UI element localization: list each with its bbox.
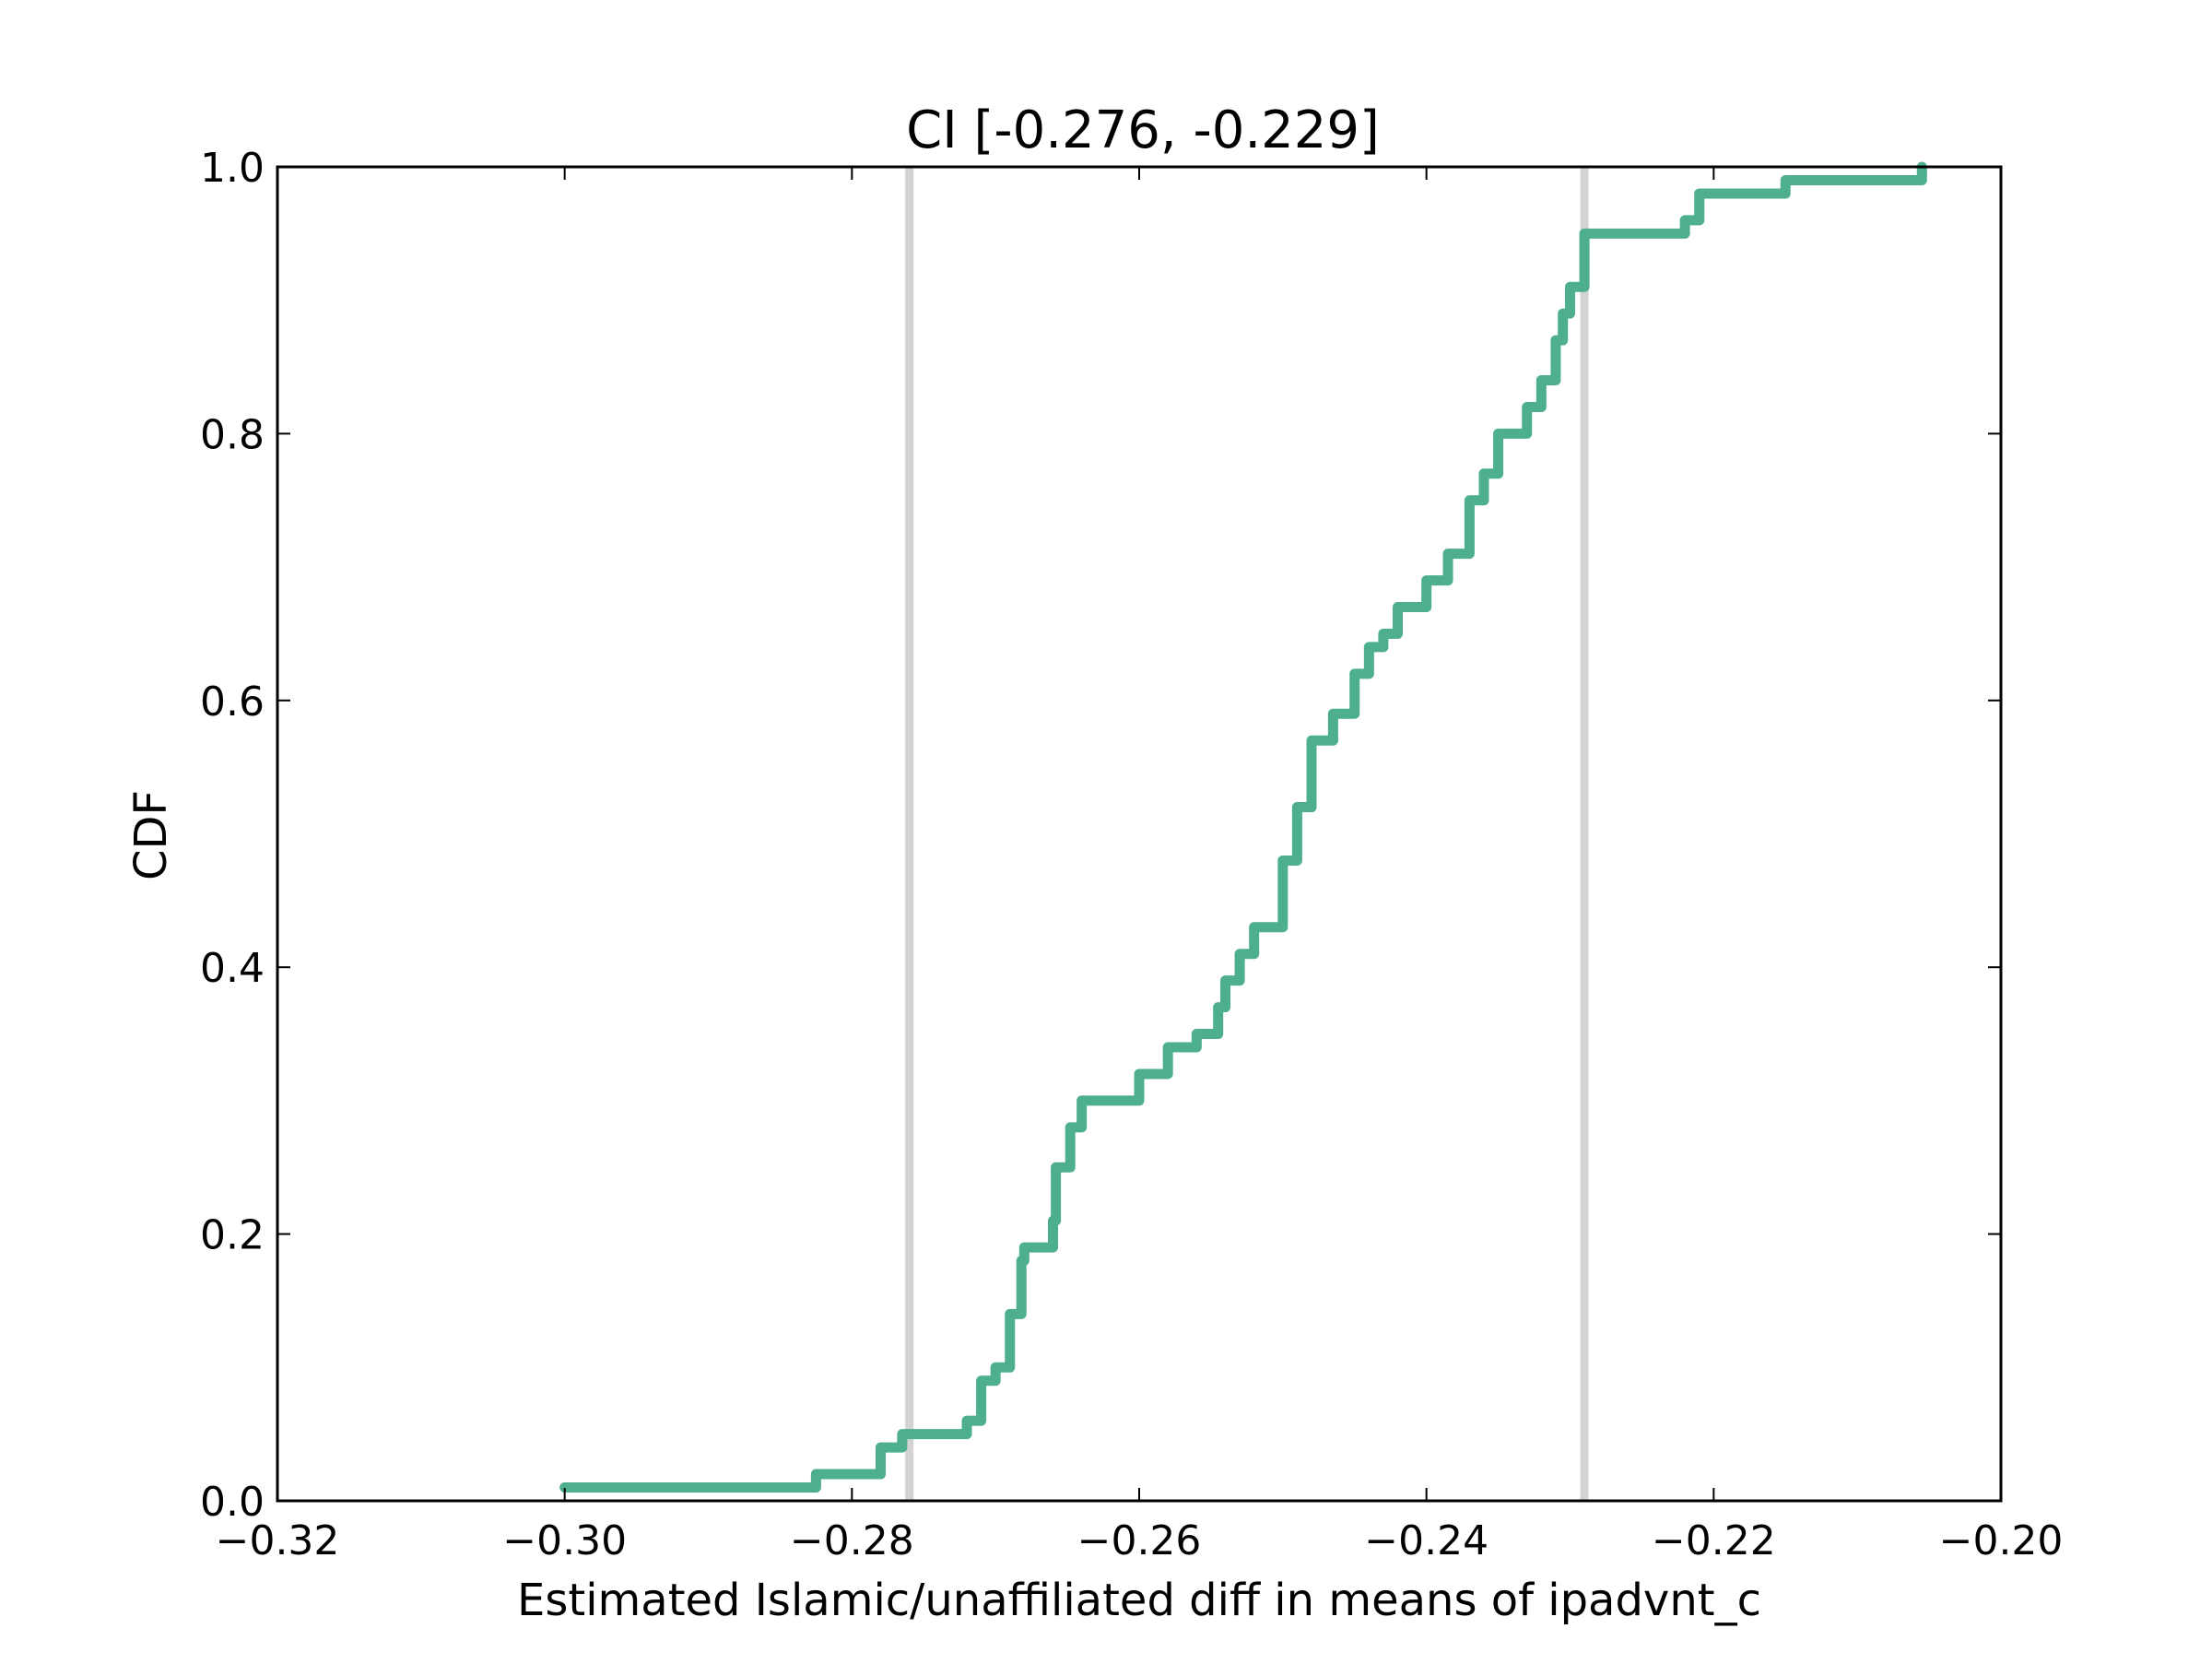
y-tick-label: 1.0: [200, 145, 265, 192]
x-tick-label: −0.24: [1364, 1517, 1488, 1564]
x-tick-label: −0.20: [1939, 1517, 2064, 1564]
cdf-series: [559, 161, 1927, 1493]
y-tick-label: 0.4: [200, 945, 265, 992]
x-tick-label: −0.26: [1077, 1517, 1202, 1564]
plot-frame: [276, 165, 2003, 1503]
y-axis-label: CDF: [125, 790, 177, 880]
y-tick-label: 0.0: [200, 1479, 265, 1526]
confidence-interval-lines: [905, 167, 1589, 1501]
chart-title: CI [-0.276, -0.229]: [906, 100, 1380, 160]
cdf-step-line: [559, 161, 1927, 1493]
y-tick-label: 0.6: [200, 679, 265, 726]
x-tick-label: −0.32: [216, 1517, 340, 1564]
x-tick-label: −0.30: [502, 1517, 627, 1564]
axis-ticks: −0.32 −0.30 −0.28 −0.26 −0.24 −0.22 −0.20 0.0 0.…: [200, 145, 2063, 1564]
x-axis-label: Estimated Islamic/unaffiliated diff in m…: [517, 1575, 1761, 1626]
x-tick-label: −0.28: [790, 1517, 914, 1564]
y-tick-label: 0.2: [200, 1212, 265, 1259]
y-tick-label: 0.8: [200, 411, 265, 458]
x-tick-label: −0.22: [1652, 1517, 1776, 1564]
